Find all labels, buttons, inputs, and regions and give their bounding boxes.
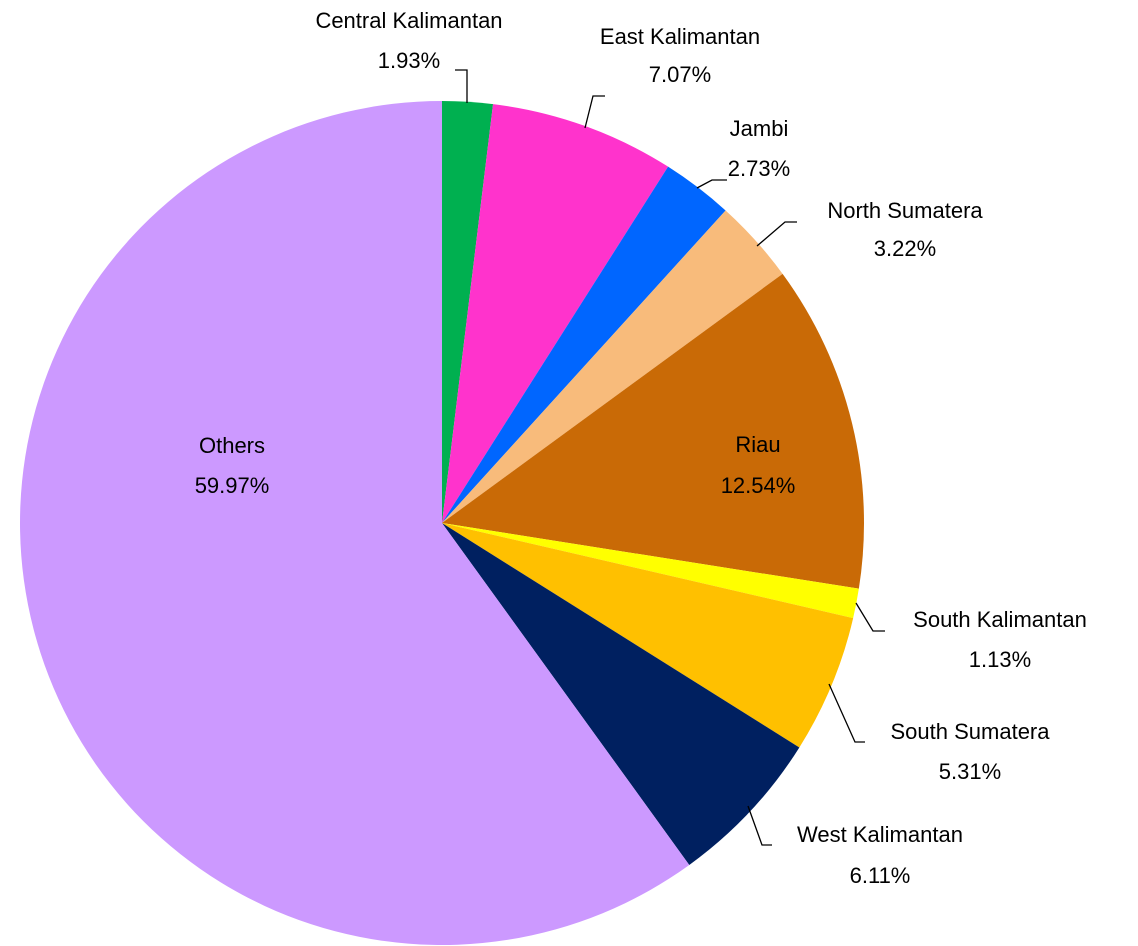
data-label-name: West Kalimantan — [797, 822, 963, 847]
data-label-value: 59.97% — [195, 473, 270, 498]
leader-line — [747, 805, 772, 846]
leader-line — [828, 683, 865, 743]
pie-slice — [442, 523, 854, 748]
data-label-value: 1.93% — [378, 48, 440, 73]
leader-line — [455, 69, 468, 103]
leader-line — [584, 95, 605, 129]
pie-slice — [442, 101, 494, 523]
pie-slice — [442, 166, 726, 523]
leader-line — [756, 221, 797, 247]
data-label-value: 2.73% — [728, 156, 790, 181]
pie-slice — [442, 210, 783, 524]
data-label-name: South Kalimantan — [913, 607, 1087, 632]
leader-line — [855, 602, 885, 632]
data-label-value: 7.07% — [649, 62, 711, 87]
pie-slice — [442, 104, 669, 524]
data-label-value: 6.11% — [850, 863, 911, 888]
data-label-value: 5.31% — [939, 759, 1001, 784]
data-label-name: South Sumatera — [891, 719, 1051, 744]
data-label-value: 1.13% — [969, 647, 1031, 672]
data-label-value: 12.54% — [721, 473, 796, 498]
data-label-name: Riau — [735, 432, 780, 457]
data-label-name: East Kalimantan — [600, 24, 760, 49]
data-label-name: Others — [199, 433, 265, 458]
data-label-name: Central Kalimantan — [315, 8, 502, 33]
pie-slice — [20, 101, 690, 945]
pie-slice — [442, 273, 865, 589]
data-label-value: 3.22% — [874, 236, 936, 261]
pie-slice — [442, 523, 800, 865]
leader-line — [696, 179, 727, 189]
pie-slice — [442, 523, 859, 619]
data-label-name: North Sumatera — [827, 198, 983, 223]
data-label-name: Jambi — [730, 116, 789, 141]
